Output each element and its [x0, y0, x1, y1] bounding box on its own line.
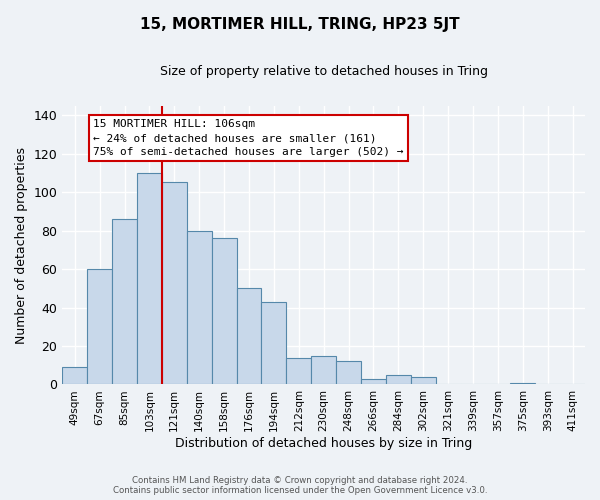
Bar: [386, 375, 411, 384]
Bar: [311, 356, 336, 384]
X-axis label: Distribution of detached houses by size in Tring: Distribution of detached houses by size …: [175, 437, 472, 450]
Text: Contains HM Land Registry data © Crown copyright and database right 2024.
Contai: Contains HM Land Registry data © Crown c…: [113, 476, 487, 495]
Bar: [361, 378, 386, 384]
Bar: [212, 238, 236, 384]
Bar: [137, 173, 162, 384]
Bar: [511, 382, 535, 384]
Bar: [286, 358, 311, 384]
Bar: [162, 182, 187, 384]
Bar: [411, 377, 436, 384]
Bar: [87, 269, 112, 384]
Bar: [112, 219, 137, 384]
Y-axis label: Number of detached properties: Number of detached properties: [15, 146, 28, 344]
Bar: [236, 288, 262, 384]
Bar: [187, 230, 212, 384]
Text: 15 MORTIMER HILL: 106sqm
← 24% of detached houses are smaller (161)
75% of semi-: 15 MORTIMER HILL: 106sqm ← 24% of detach…: [94, 119, 404, 157]
Bar: [62, 367, 87, 384]
Title: Size of property relative to detached houses in Tring: Size of property relative to detached ho…: [160, 65, 488, 78]
Text: 15, MORTIMER HILL, TRING, HP23 5JT: 15, MORTIMER HILL, TRING, HP23 5JT: [140, 18, 460, 32]
Bar: [336, 362, 361, 384]
Bar: [262, 302, 286, 384]
